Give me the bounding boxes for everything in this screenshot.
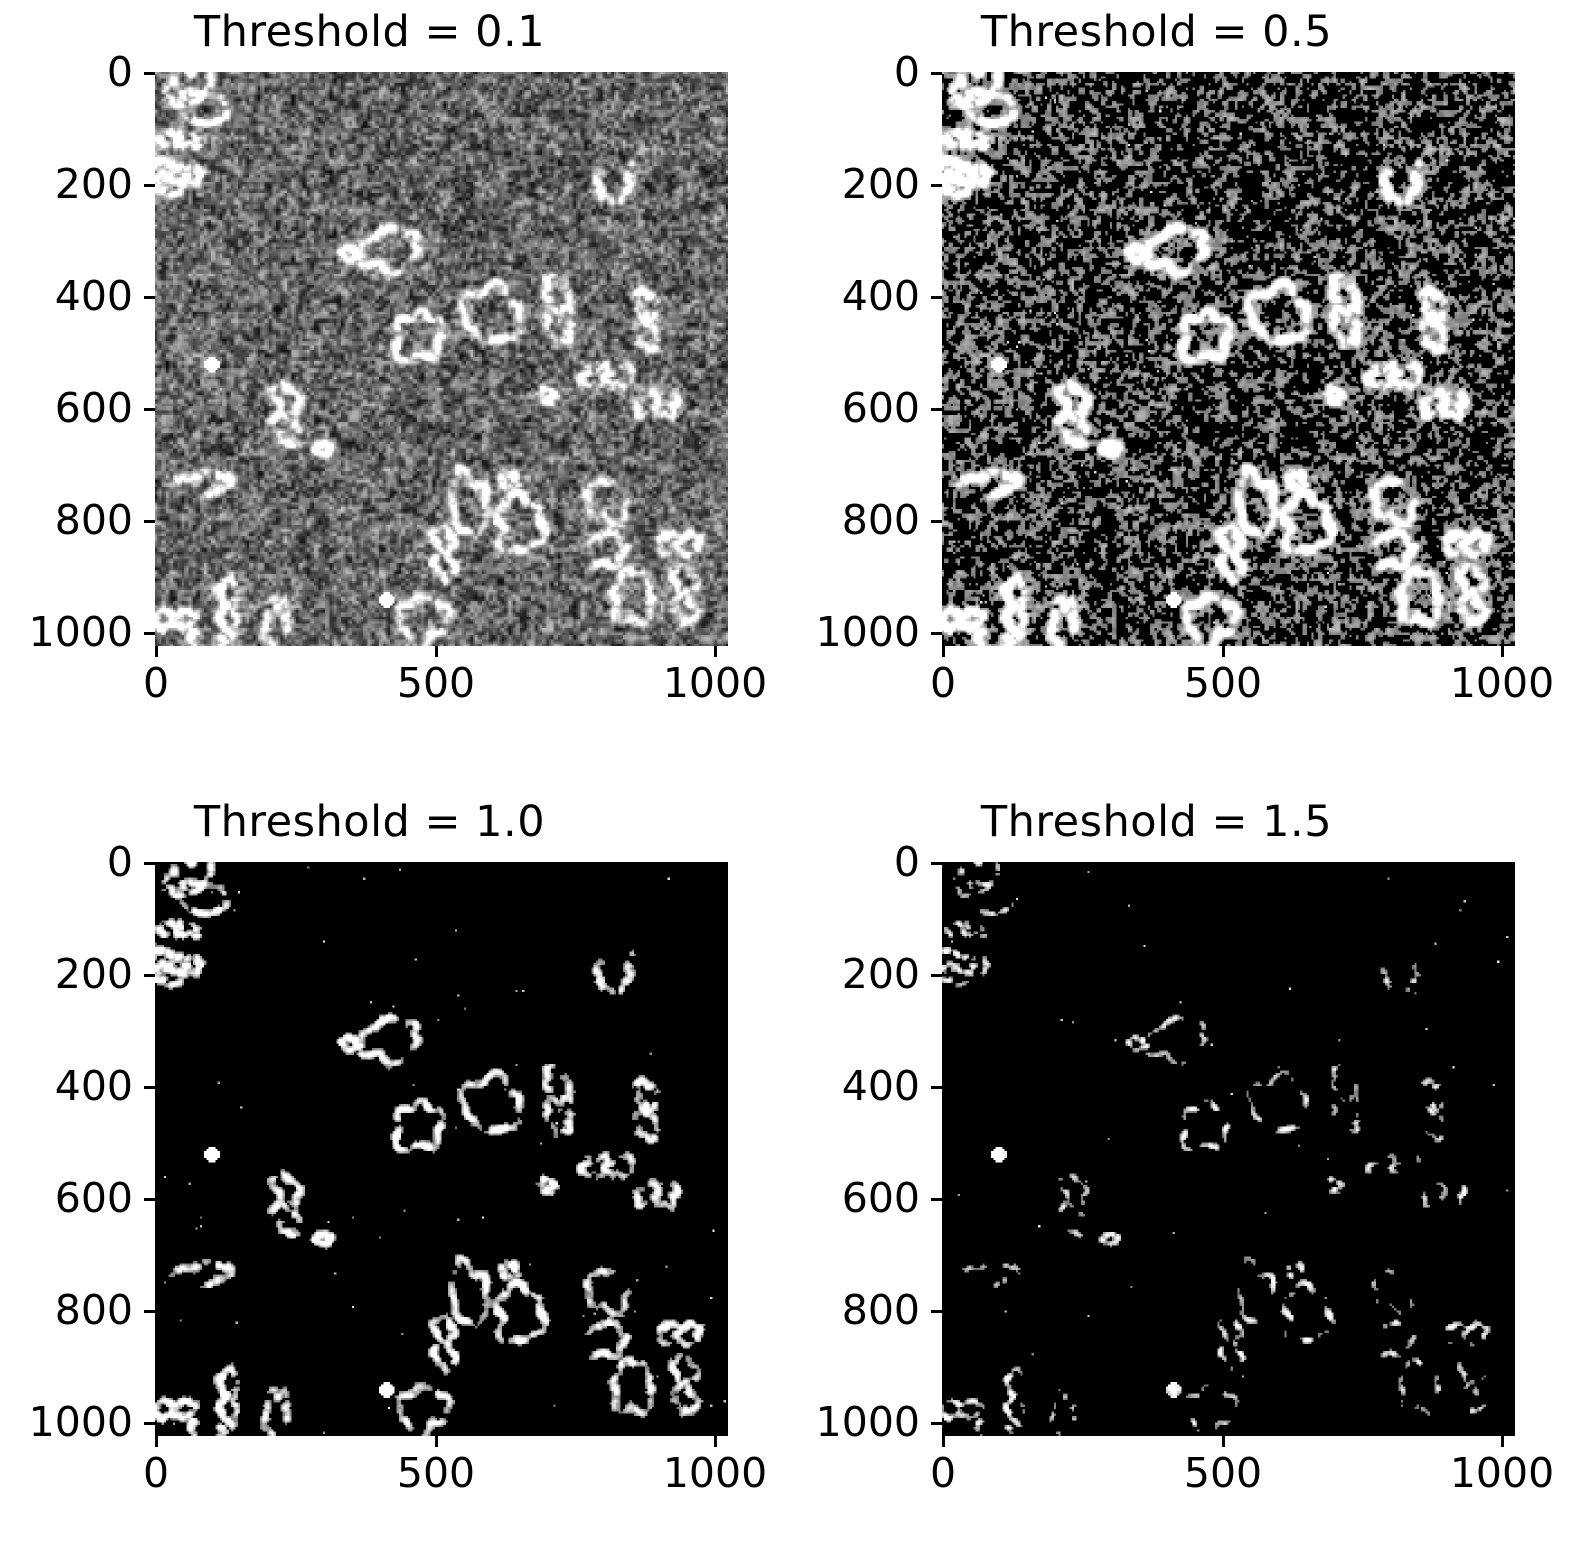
ytick-mark xyxy=(931,520,942,523)
ytick-mark xyxy=(931,296,942,299)
ytick-mark xyxy=(144,72,155,75)
ytick-label: 400 xyxy=(841,1062,920,1110)
ytick-label: 0 xyxy=(893,48,920,96)
xtick-mark xyxy=(1501,1436,1504,1447)
xtick-mark xyxy=(435,1436,438,1447)
xtick-label: 500 xyxy=(396,1449,476,1497)
ytick-mark xyxy=(144,632,155,635)
ytick-label: 200 xyxy=(841,950,920,998)
xtick-mark xyxy=(155,1436,158,1447)
ytick-mark xyxy=(144,408,155,411)
ytick-label: 1000 xyxy=(815,1398,920,1446)
ytick-label: 1000 xyxy=(815,608,920,656)
panel-title: Threshold = 1.5 xyxy=(980,797,1333,847)
ytick-label: 1000 xyxy=(28,608,133,656)
threshold-comparison-figure: Threshold = 0.1 0 200 400 600 800 1000 0… xyxy=(0,0,1574,1494)
ytick-label: 800 xyxy=(841,1286,920,1334)
panel-threshold-0: Threshold = 0.1 0 200 400 600 800 1000 0… xyxy=(0,0,787,757)
ytick-mark xyxy=(144,1422,155,1425)
ytick-label: 600 xyxy=(841,384,920,432)
ytick-label: 0 xyxy=(893,838,920,886)
ytick-label: 400 xyxy=(841,272,920,320)
xtick-label: 500 xyxy=(396,659,476,707)
image-axes xyxy=(155,72,728,646)
xtick-mark xyxy=(1222,1436,1225,1447)
xtick-label: 0 xyxy=(929,659,957,707)
ytick-mark xyxy=(144,1086,155,1089)
ytick-label: 800 xyxy=(54,1286,133,1334)
ytick-mark xyxy=(144,296,155,299)
xtick-mark xyxy=(435,646,438,657)
ytick-mark xyxy=(931,184,942,187)
panel-title: Threshold = 0.1 xyxy=(193,7,546,57)
xtick-mark xyxy=(942,1436,945,1447)
panel-threshold-2: Threshold = 1.0 0 200 400 600 800 1000 0… xyxy=(0,790,787,1547)
ytick-mark xyxy=(931,1086,942,1089)
ytick-mark xyxy=(144,1310,155,1313)
xtick-mark xyxy=(1501,646,1504,657)
xtick-label: 1000 xyxy=(1449,659,1555,707)
ytick-mark xyxy=(931,1310,942,1313)
ytick-label: 0 xyxy=(106,48,133,96)
ytick-label: 0 xyxy=(106,838,133,886)
xtick-mark xyxy=(714,646,717,657)
ytick-label: 600 xyxy=(54,1174,133,1222)
xtick-label: 0 xyxy=(929,1449,957,1497)
xtick-label: 1000 xyxy=(1449,1449,1555,1497)
xtick-mark xyxy=(1222,646,1225,657)
ytick-mark xyxy=(931,408,942,411)
ytick-label: 400 xyxy=(54,272,133,320)
xtick-label: 1000 xyxy=(662,659,768,707)
ytick-mark xyxy=(931,1422,942,1425)
xtick-label: 500 xyxy=(1183,1449,1263,1497)
ytick-mark xyxy=(144,862,155,865)
panel-title: Threshold = 0.5 xyxy=(980,7,1333,57)
xtick-label: 500 xyxy=(1183,659,1263,707)
ytick-label: 600 xyxy=(841,1174,920,1222)
ytick-mark xyxy=(931,1198,942,1201)
ytick-label: 600 xyxy=(54,384,133,432)
xtick-label: 0 xyxy=(142,1449,170,1497)
ytick-mark xyxy=(931,974,942,977)
xtick-mark xyxy=(714,1436,717,1447)
ytick-label: 400 xyxy=(54,1062,133,1110)
panel-threshold-3: Threshold = 1.5 0 200 400 600 800 1000 0… xyxy=(787,790,1574,1547)
image-axes xyxy=(942,862,1515,1436)
ytick-mark xyxy=(144,974,155,977)
xtick-label: 1000 xyxy=(662,1449,768,1497)
ytick-label: 800 xyxy=(841,496,920,544)
ytick-mark xyxy=(144,184,155,187)
ytick-mark xyxy=(144,1198,155,1201)
xtick-mark xyxy=(942,646,945,657)
ytick-label: 800 xyxy=(54,496,133,544)
ytick-label: 200 xyxy=(54,160,133,208)
ytick-mark xyxy=(931,632,942,635)
panel-title: Threshold = 1.0 xyxy=(193,797,546,847)
image-axes xyxy=(942,72,1515,646)
ytick-label: 200 xyxy=(54,950,133,998)
ytick-mark xyxy=(931,862,942,865)
ytick-label: 1000 xyxy=(28,1398,133,1446)
image-axes xyxy=(155,862,728,1436)
panel-threshold-1: Threshold = 0.5 0 200 400 600 800 1000 0… xyxy=(787,0,1574,757)
xtick-label: 0 xyxy=(142,659,170,707)
ytick-label: 200 xyxy=(841,160,920,208)
ytick-mark xyxy=(931,72,942,75)
xtick-mark xyxy=(155,646,158,657)
ytick-mark xyxy=(144,520,155,523)
